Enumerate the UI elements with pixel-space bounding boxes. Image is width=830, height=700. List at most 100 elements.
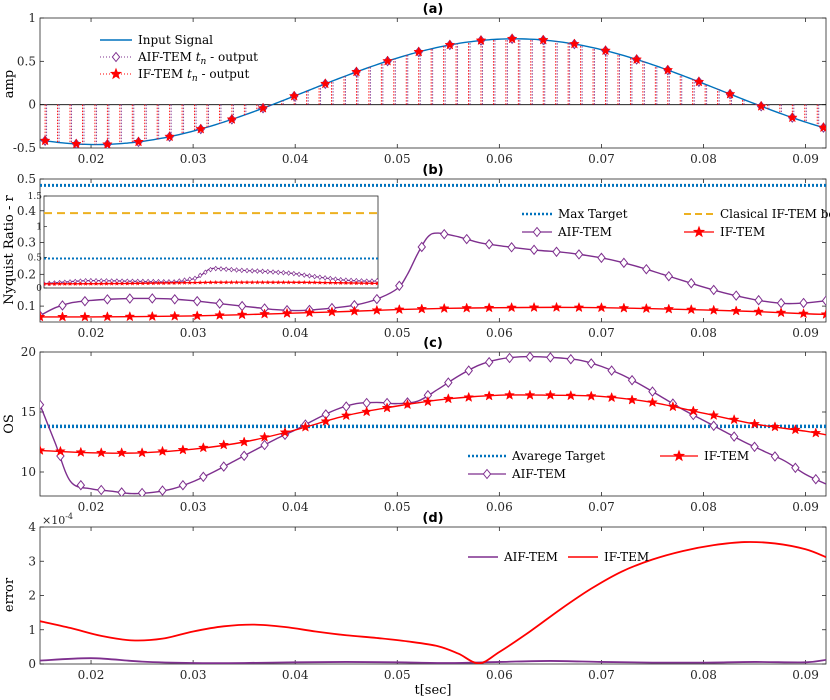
data-point-AIF-TEM xyxy=(770,451,780,462)
data-point-if xyxy=(662,64,674,75)
data-point-AIF-TEM xyxy=(464,365,473,376)
inset-point-aif xyxy=(322,275,328,281)
data-point-AIF-TEM xyxy=(574,249,584,260)
x-tick-label: 0.09 xyxy=(792,326,819,340)
legend-label: Input Signal xyxy=(138,33,213,47)
panel-a-ylabel: amp xyxy=(2,70,17,98)
data-point-IF-TEM xyxy=(381,402,393,413)
inset-point-if xyxy=(296,279,302,285)
inset-point-if xyxy=(135,280,141,286)
data-point-IF-TEM xyxy=(730,305,742,316)
inset-point-aif xyxy=(208,266,213,273)
inset-point-if xyxy=(307,279,312,285)
data-point-IF-TEM xyxy=(422,395,434,407)
data-point-if xyxy=(195,123,207,134)
inset-point-if xyxy=(218,279,224,285)
data-point-AIF-TEM xyxy=(239,450,249,462)
data-point-AIF-TEM xyxy=(215,298,224,309)
data-point-if xyxy=(444,39,456,50)
legend-marker xyxy=(111,51,121,63)
inset-point-if xyxy=(145,280,151,286)
inset-point-if xyxy=(312,280,318,285)
inset-point-if xyxy=(156,280,161,286)
data-point-if xyxy=(288,90,300,101)
inset-point-if xyxy=(265,279,271,285)
data-point-AIF-TEM xyxy=(586,358,596,369)
inset-point-if xyxy=(130,281,135,286)
data-point-IF-TEM xyxy=(116,447,128,458)
data-point-IF-TEM xyxy=(191,310,203,321)
data-point-IF-TEM xyxy=(708,304,720,315)
data-point-AIF-TEM xyxy=(729,431,739,442)
inset-point-if xyxy=(270,279,276,285)
inset-point-if xyxy=(88,281,94,286)
data-point-AIF-TEM xyxy=(219,461,228,472)
data-point-if xyxy=(631,53,643,65)
legend-label: AIF-TEM tn - output xyxy=(137,50,258,67)
inset-point-if xyxy=(208,279,213,285)
data-point-AIF-TEM xyxy=(341,401,351,412)
data-point-IF-TEM xyxy=(320,415,332,426)
data-point-if xyxy=(319,78,331,89)
data-point-AIF-TEM xyxy=(507,241,516,253)
series-line-AIF-TEM xyxy=(40,657,826,664)
x-tick-label: 0.05 xyxy=(384,152,411,166)
inset-point-if xyxy=(192,280,198,285)
data-point-IF-TEM xyxy=(95,447,107,458)
inset-point-if xyxy=(255,279,260,285)
inset-point-if xyxy=(166,280,172,286)
data-point-if xyxy=(164,130,176,142)
data-point-IF-TEM xyxy=(416,303,428,314)
inset-point-if xyxy=(187,280,193,285)
legend-marker xyxy=(482,468,492,480)
inset-point-if xyxy=(353,280,359,286)
inset-point-if xyxy=(52,281,57,286)
y-tick-label: 3 xyxy=(28,554,36,568)
data-point-AIF-TEM xyxy=(170,293,179,305)
data-point-IF-TEM xyxy=(259,431,271,442)
data-point-AIF-TEM xyxy=(799,297,808,309)
inset-point-if xyxy=(140,280,146,286)
data-point-IF-TEM xyxy=(810,427,822,438)
x-tick-label: 0.08 xyxy=(690,500,717,514)
inset-point-if xyxy=(244,279,250,285)
data-point-AIF-TEM xyxy=(125,293,135,304)
legend-label: IF-TEM xyxy=(704,449,749,463)
data-point-AIF-TEM xyxy=(754,294,763,306)
legend-label-sub: n xyxy=(192,74,198,84)
data-point-if xyxy=(568,38,580,49)
data-point-if xyxy=(226,113,238,124)
data-point-IF-TEM xyxy=(393,303,405,315)
panel-b-frame xyxy=(39,178,827,323)
data-point-AIF-TEM xyxy=(192,295,202,307)
x-tick-label: 0.07 xyxy=(588,326,615,340)
data-point-IF-TEM xyxy=(618,302,630,313)
data-point-IF-TEM xyxy=(483,390,495,401)
data-point-AIF-TEM xyxy=(648,386,657,397)
x-tick-label: 0.08 xyxy=(690,152,717,166)
panel-a-frame xyxy=(39,17,827,149)
data-point-IF-TEM xyxy=(528,301,540,313)
inset-point-if xyxy=(249,279,255,285)
inset-point-if xyxy=(301,279,307,285)
data-point-AIF-TEM xyxy=(462,233,471,245)
data-point-AIF-TEM xyxy=(484,356,494,368)
data-point-if xyxy=(537,34,549,45)
x-tick-label: 0.05 xyxy=(384,668,411,682)
inset-point-if xyxy=(171,280,177,285)
data-point-AIF-TEM xyxy=(148,293,157,304)
x-tick-label: 0.08 xyxy=(690,668,717,682)
inset-point-if xyxy=(333,280,338,285)
data-point-IF-TEM xyxy=(753,305,765,317)
data-point-IF-TEM xyxy=(708,409,720,420)
inset-point-if xyxy=(260,279,265,285)
legend-label: Clasical IF-TEM bound xyxy=(720,207,830,221)
panel-c-frame xyxy=(39,351,827,497)
inset-point-aif xyxy=(218,266,224,272)
data-point-AIF-TEM xyxy=(731,290,741,301)
data-point-IF-TEM xyxy=(361,406,373,417)
inset-point-if xyxy=(62,281,68,286)
data-point-IF-TEM xyxy=(506,301,518,313)
data-point-IF-TEM xyxy=(573,301,585,313)
data-point-if xyxy=(133,136,144,147)
